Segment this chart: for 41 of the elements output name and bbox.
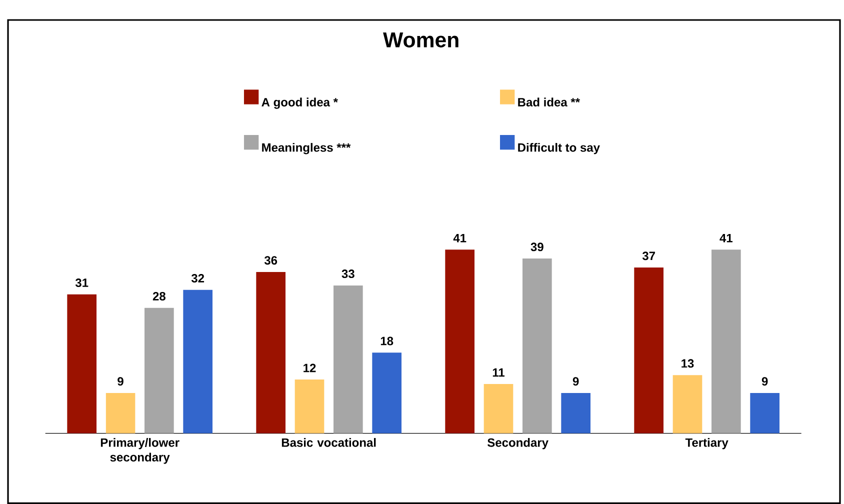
data-label: 9: [762, 377, 768, 386]
bar: [372, 352, 402, 434]
data-label: 39: [530, 242, 544, 252]
bar: [672, 375, 702, 434]
legend-label: Meaningless ***: [262, 142, 351, 154]
data-label: 37: [642, 252, 655, 260]
x-tick-label: Basic vocational: [282, 438, 376, 447]
data-label: 9: [118, 377, 124, 386]
bar: [484, 384, 514, 434]
legend-label: A good idea *: [262, 98, 338, 109]
data-label: 33: [342, 270, 354, 278]
data-label: 12: [304, 364, 316, 372]
data-label: 9: [572, 377, 579, 386]
bar: [256, 272, 286, 434]
bar: [634, 268, 664, 434]
data-label: 41: [720, 234, 732, 242]
legend-label: Difficult to say: [518, 142, 600, 154]
bar: [334, 285, 363, 434]
bar: [106, 392, 136, 434]
bar: [522, 258, 552, 434]
bar: [445, 250, 474, 434]
x-tick-label: Secondary: [488, 438, 548, 450]
x-tick-label: Tertiary: [685, 438, 728, 450]
data-label: 28: [152, 292, 166, 300]
data-label: 13: [682, 359, 694, 368]
bar: [67, 294, 97, 434]
bar: [294, 380, 324, 434]
data-label: 11: [492, 368, 505, 377]
bar: [561, 392, 590, 434]
data-label: 31: [75, 278, 88, 288]
chart-title: Women: [383, 32, 458, 48]
legend-label: Bad idea **: [518, 98, 580, 106]
data-label: 36: [264, 256, 278, 265]
x-tick-label: Primary/lower secondary: [100, 438, 180, 464]
data-label: 32: [191, 274, 204, 283]
bar: [183, 290, 213, 434]
bar: [144, 308, 174, 434]
data-label: 41: [453, 234, 466, 242]
bar: [711, 250, 741, 434]
bar: [750, 392, 780, 434]
data-label: 18: [380, 336, 394, 346]
